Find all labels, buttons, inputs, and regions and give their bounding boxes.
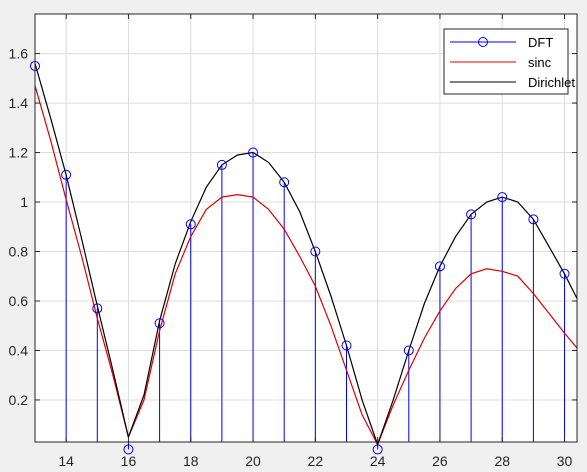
y-tick-label: 1.2 [9,145,29,161]
y-tick-label: 0.4 [9,342,29,358]
axes-box [34,13,578,443]
series-layer [30,60,578,455]
dft-marker [185,219,196,230]
dft-marker [310,246,321,257]
x-tick-label: 16 [121,453,137,469]
x-tick-label: 24 [370,453,386,469]
dft-marker [372,444,383,455]
dft-marker [92,303,103,314]
dft-marker [123,444,134,455]
x-tick-label: 14 [58,453,74,469]
dft-marker [248,147,259,158]
x-tick-label: 30 [557,453,573,469]
dirichlet-line [34,63,578,447]
legend: DFT sinc Dirichlet [443,28,575,95]
x-tick-label: 26 [432,453,448,469]
y-tick-label: 1.4 [9,95,29,111]
dft-marker [154,318,165,329]
x-tick-label: 22 [308,453,324,469]
y-tick-label: 1 [20,194,28,210]
y-tick-label: 0.2 [9,392,29,408]
dft-marker [341,340,352,351]
dft-marker [216,159,227,170]
x-tick-label: 28 [494,453,510,469]
x-tick-label: 18 [183,453,199,469]
dft-marker [403,345,414,356]
legend-label: Dirichlet [528,75,575,90]
y-tick-label: 0.8 [9,244,29,260]
dft-marker [61,169,72,180]
dft-marker [466,209,477,220]
y-tick-label: 1.6 [9,46,29,62]
dft-marker [559,268,570,279]
legend-label: sinc [528,55,552,70]
legend-label: DFT [528,35,553,50]
dft-marker [434,261,445,272]
dft-marker [497,192,508,203]
legend-marker [478,37,488,47]
tick-labels: 14 16 18 20 22 24 26 28 30 0.2 0.4 0.6 0.8 1 1.2 1.4 1.6 [9,46,573,469]
x-tick-label: 20 [245,453,261,469]
axes [34,13,578,443]
dft-marker [279,177,290,188]
y-tick-label: 0.6 [9,293,29,309]
dft-marker [528,214,539,225]
